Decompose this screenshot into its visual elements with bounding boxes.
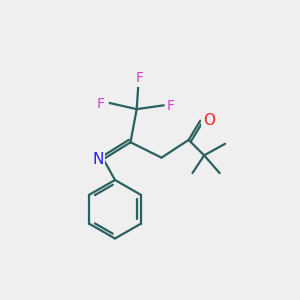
- Text: F: F: [97, 97, 105, 111]
- Text: F: F: [167, 99, 175, 113]
- Text: O: O: [203, 113, 215, 128]
- Text: N: N: [92, 152, 104, 167]
- Text: F: F: [136, 71, 144, 85]
